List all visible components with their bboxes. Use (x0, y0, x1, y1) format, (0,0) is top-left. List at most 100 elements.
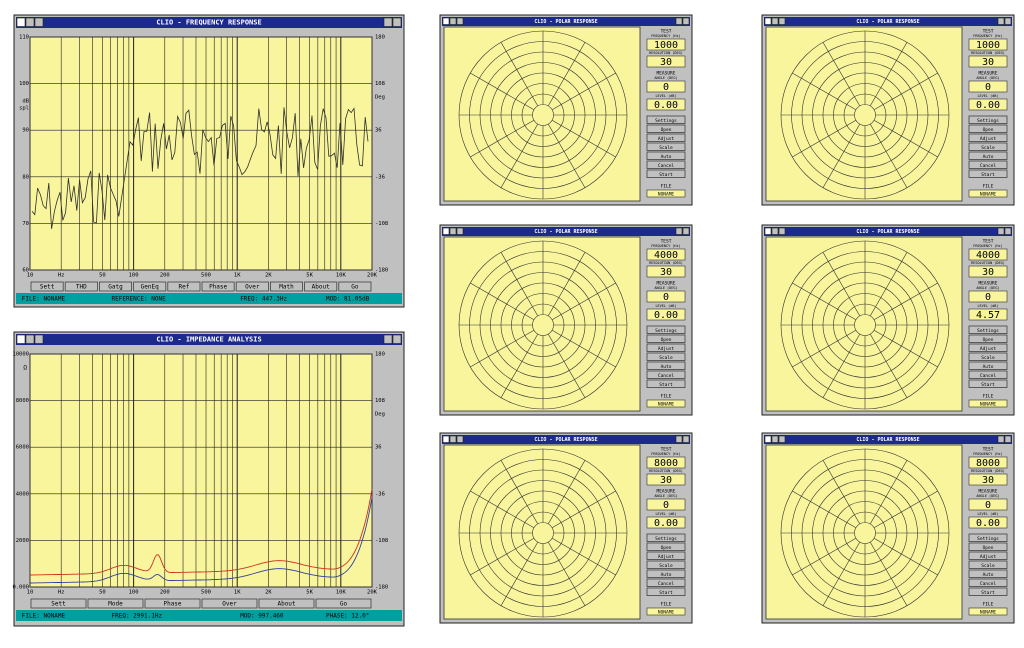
window-control[interactable] (778, 435, 786, 443)
button[interactable] (646, 587, 686, 596)
button[interactable] (968, 115, 1008, 124)
button[interactable] (201, 598, 258, 609)
button[interactable] (968, 151, 1008, 160)
button[interactable] (646, 334, 686, 343)
button[interactable] (646, 551, 686, 560)
button[interactable] (646, 142, 686, 151)
button[interactable] (646, 560, 686, 569)
window-control[interactable] (456, 17, 464, 25)
window-control[interactable] (25, 334, 35, 344)
button[interactable] (646, 325, 686, 334)
button[interactable] (646, 569, 686, 578)
button[interactable] (30, 598, 87, 609)
button[interactable] (64, 281, 98, 292)
button[interactable] (30, 281, 64, 292)
button[interactable] (968, 334, 1008, 343)
button[interactable] (269, 281, 303, 292)
window-control[interactable] (16, 334, 26, 344)
window-control[interactable] (682, 227, 690, 235)
window-control[interactable] (764, 17, 772, 25)
button[interactable] (968, 542, 1008, 551)
window-control[interactable] (25, 17, 35, 27)
window-control[interactable] (16, 17, 26, 27)
button[interactable] (968, 533, 1008, 542)
window-control[interactable] (34, 17, 44, 27)
window-control[interactable] (771, 227, 779, 235)
button[interactable] (646, 115, 686, 124)
window-control[interactable] (1004, 435, 1012, 443)
button[interactable] (258, 598, 315, 609)
button[interactable] (646, 133, 686, 142)
window-control[interactable] (1004, 17, 1012, 25)
window-control[interactable] (675, 227, 683, 235)
button[interactable] (646, 533, 686, 542)
button[interactable] (646, 542, 686, 551)
button[interactable] (968, 343, 1008, 352)
button[interactable] (99, 281, 133, 292)
button[interactable] (646, 352, 686, 361)
window-control[interactable] (997, 17, 1005, 25)
button[interactable] (133, 281, 167, 292)
window-control[interactable] (392, 17, 402, 27)
button[interactable] (315, 598, 372, 609)
button[interactable] (968, 361, 1008, 370)
button[interactable] (646, 160, 686, 169)
button[interactable] (968, 569, 1008, 578)
button-label: Scale (981, 355, 995, 361)
window-control[interactable] (449, 17, 457, 25)
window-control[interactable] (383, 334, 393, 344)
button[interactable] (968, 551, 1008, 560)
button[interactable] (968, 578, 1008, 587)
button[interactable] (968, 379, 1008, 388)
button[interactable] (968, 325, 1008, 334)
window-control[interactable] (682, 435, 690, 443)
window-control[interactable] (34, 334, 44, 344)
button[interactable] (968, 160, 1008, 169)
window-control[interactable] (682, 17, 690, 25)
window-control[interactable] (449, 435, 457, 443)
window-control[interactable] (778, 227, 786, 235)
button[interactable] (646, 578, 686, 587)
button[interactable] (235, 281, 269, 292)
window-control[interactable] (675, 435, 683, 443)
button[interactable] (646, 169, 686, 178)
window-control[interactable] (456, 227, 464, 235)
window-control[interactable] (383, 17, 393, 27)
button[interactable] (968, 124, 1008, 133)
window-control[interactable] (764, 435, 772, 443)
button[interactable] (338, 281, 372, 292)
button[interactable] (968, 587, 1008, 596)
window-control[interactable] (771, 435, 779, 443)
window-control[interactable] (764, 227, 772, 235)
window-control[interactable] (442, 17, 450, 25)
polar-grid (869, 42, 908, 107)
button[interactable] (968, 169, 1008, 178)
button[interactable] (87, 598, 144, 609)
button[interactable] (968, 352, 1008, 361)
window-control[interactable] (392, 334, 402, 344)
window-control[interactable] (442, 435, 450, 443)
button[interactable] (646, 361, 686, 370)
button[interactable] (646, 151, 686, 160)
button[interactable] (646, 370, 686, 379)
window-control[interactable] (997, 227, 1005, 235)
window-control[interactable] (771, 17, 779, 25)
button[interactable] (968, 142, 1008, 151)
window-control[interactable] (442, 227, 450, 235)
window-control[interactable] (1004, 227, 1012, 235)
button[interactable] (646, 379, 686, 388)
window-control[interactable] (778, 17, 786, 25)
window-control[interactable] (675, 17, 683, 25)
button[interactable] (646, 343, 686, 352)
window-control[interactable] (456, 435, 464, 443)
button[interactable] (144, 598, 201, 609)
button[interactable] (968, 133, 1008, 142)
button[interactable] (304, 281, 338, 292)
window-control[interactable] (997, 435, 1005, 443)
button[interactable] (968, 370, 1008, 379)
button[interactable] (968, 560, 1008, 569)
button[interactable] (167, 281, 201, 292)
window-control[interactable] (449, 227, 457, 235)
button[interactable] (646, 124, 686, 133)
button[interactable] (201, 281, 235, 292)
